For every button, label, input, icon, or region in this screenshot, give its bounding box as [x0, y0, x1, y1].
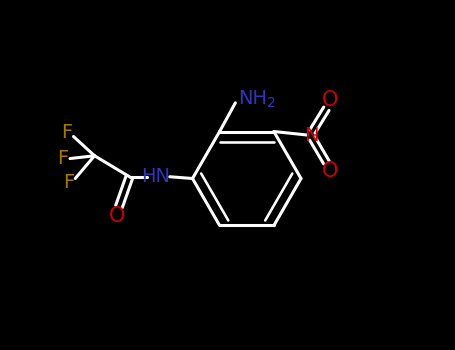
Text: O: O: [322, 90, 338, 110]
Text: 2: 2: [268, 96, 276, 110]
Text: F: F: [63, 173, 75, 191]
Text: F: F: [61, 124, 73, 142]
Text: NH: NH: [238, 89, 267, 108]
Text: O: O: [322, 161, 338, 181]
Text: N: N: [304, 126, 318, 145]
Text: F: F: [57, 149, 69, 168]
Text: O: O: [109, 206, 126, 226]
Text: HN: HN: [141, 167, 170, 186]
